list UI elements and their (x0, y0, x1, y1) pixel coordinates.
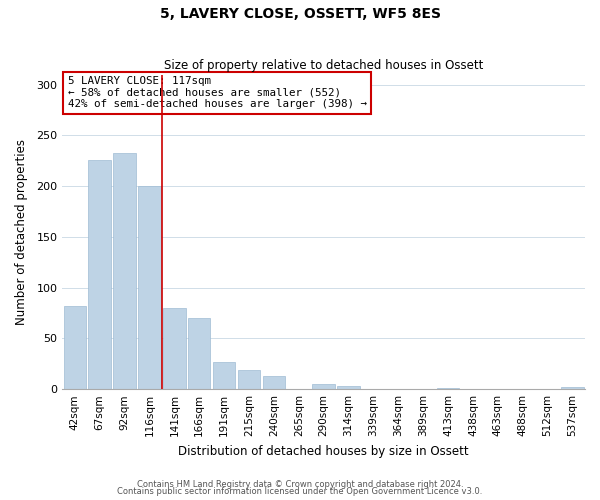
Bar (562, 387, 584, 389)
X-axis label: Distribution of detached houses by size in Ossett: Distribution of detached houses by size … (178, 444, 469, 458)
Bar (213, 362, 235, 389)
Bar (163, 308, 185, 389)
Text: 5, LAVERY CLOSE, OSSETT, WF5 8ES: 5, LAVERY CLOSE, OSSETT, WF5 8ES (160, 8, 440, 22)
Bar (88, 160, 111, 389)
Bar (437, 388, 460, 389)
Title: Size of property relative to detached houses in Ossett: Size of property relative to detached ho… (164, 59, 484, 72)
Bar (138, 186, 161, 389)
Bar (238, 370, 260, 389)
Bar (188, 318, 211, 389)
Text: 5 LAVERY CLOSE: 117sqm
← 58% of detached houses are smaller (552)
42% of semi-de: 5 LAVERY CLOSE: 117sqm ← 58% of detached… (68, 76, 367, 110)
Bar (313, 384, 335, 389)
Y-axis label: Number of detached properties: Number of detached properties (15, 139, 28, 325)
Bar (113, 152, 136, 389)
Bar (337, 386, 360, 389)
Bar (64, 306, 86, 389)
Text: Contains HM Land Registry data © Crown copyright and database right 2024.: Contains HM Land Registry data © Crown c… (137, 480, 463, 489)
Text: Contains public sector information licensed under the Open Government Licence v3: Contains public sector information licen… (118, 487, 482, 496)
Bar (263, 376, 285, 389)
